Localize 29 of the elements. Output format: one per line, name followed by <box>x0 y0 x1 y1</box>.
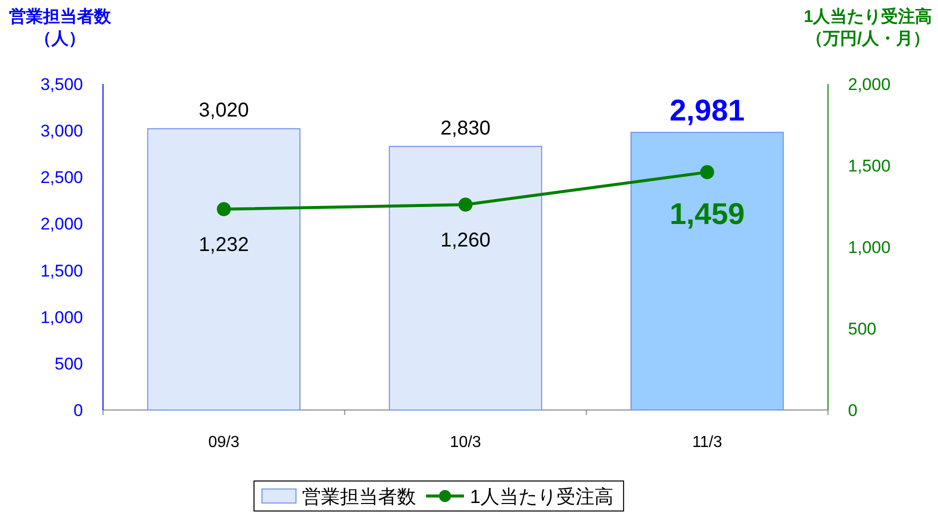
legend-label: 営業担当者数 <box>302 487 416 508</box>
y-tick-label: 2,000 <box>40 214 83 234</box>
point <box>700 165 714 180</box>
y-tick-label: 3,500 <box>40 75 83 94</box>
y2-tick-label: 500 <box>848 320 876 338</box>
x-tick-label: 10/3 <box>450 434 482 451</box>
y-tick-label: 0 <box>74 401 83 420</box>
x-tick-label: 11/3 <box>692 434 722 451</box>
y-tick-label: 1,500 <box>40 261 83 280</box>
y-tick-label: 1,000 <box>40 308 83 327</box>
y2-tick-label: 2,000 <box>848 75 891 94</box>
y2-tick-label: 1,500 <box>848 156 891 176</box>
y-tick-label: 500 <box>54 354 83 374</box>
y2-axis-title: 1人当たり受注高（万円/人・月） <box>804 7 932 48</box>
y2-tick-label: 1,000 <box>848 238 891 257</box>
legend-label: 1人当たり受注高 <box>470 486 614 508</box>
data-label: 3,020 <box>198 100 249 122</box>
y2-tick-label: 0 <box>848 401 858 420</box>
y-tick-label: 3,000 <box>40 122 83 141</box>
point <box>216 202 231 216</box>
data-label: 1,260 <box>440 230 491 252</box>
y-axis-title: 営業担当者数（人） <box>9 7 112 48</box>
y-tick-label: 2,500 <box>40 168 83 188</box>
data-label: 1,232 <box>198 234 249 256</box>
data-label: 2,981 <box>670 94 745 128</box>
data-label: 2,830 <box>440 117 491 140</box>
x-tick-label: 09/3 <box>208 434 240 451</box>
point <box>458 198 472 212</box>
data-label: 1,459 <box>670 198 745 232</box>
